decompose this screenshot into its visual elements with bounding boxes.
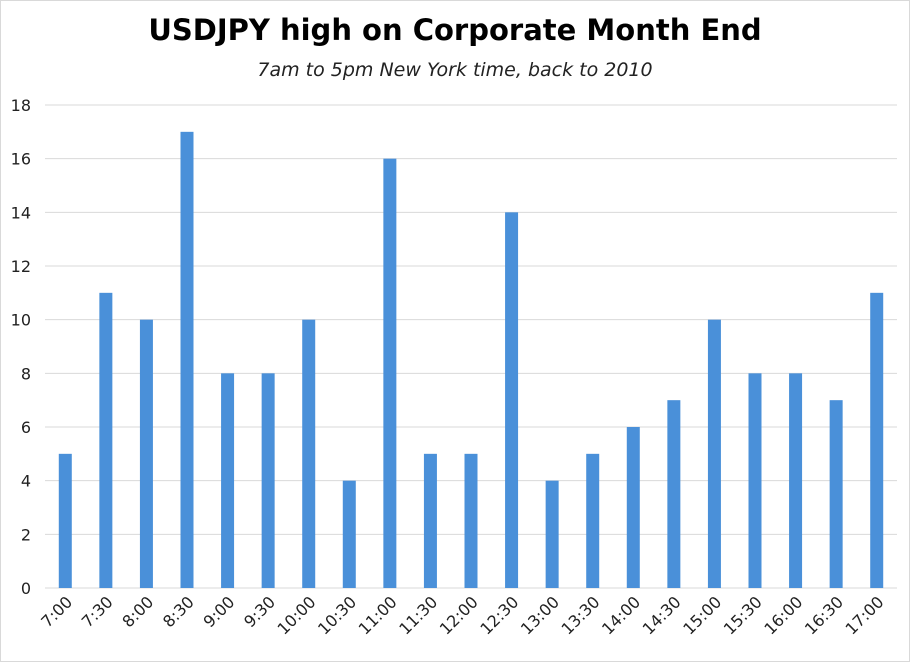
x-tick-label: 7:30 (78, 592, 117, 631)
x-tick-label: 12:00 (436, 592, 482, 638)
bar (261, 373, 275, 588)
y-tick-label: 16 (11, 150, 31, 169)
bar (707, 319, 721, 588)
x-tick-label: 10:00 (274, 592, 320, 638)
x-tick-label: 13:30 (558, 592, 604, 638)
y-tick-label: 2 (21, 525, 31, 544)
x-tick-label: 15:00 (679, 592, 725, 638)
bar (505, 212, 519, 589)
bar (423, 453, 437, 588)
x-tick-label: 14:30 (639, 592, 685, 638)
bar (667, 400, 681, 588)
bar (464, 453, 478, 588)
x-tick-label: 11:30 (395, 592, 441, 638)
y-tick-label: 12 (11, 257, 31, 276)
x-tick-label: 13:00 (517, 592, 563, 638)
x-tick-label: 8:30 (159, 592, 198, 631)
bar (58, 453, 72, 588)
x-tick-label: 10:30 (314, 592, 360, 638)
x-tick-label: 9:00 (200, 592, 239, 631)
bar (870, 292, 884, 588)
bar (545, 480, 559, 588)
chart-subtitle: 7am to 5pm New York time, back to 2010 (257, 59, 653, 81)
bar (302, 319, 316, 588)
bar (180, 131, 194, 589)
x-tick-label: 15:30 (720, 592, 766, 638)
bar (748, 373, 762, 588)
y-tick-label: 0 (21, 579, 31, 598)
x-tick-label: 12:30 (476, 592, 522, 638)
bar (99, 292, 113, 588)
y-tick-label: 8 (21, 364, 31, 383)
y-tick-label: 18 (11, 96, 31, 115)
bar (342, 480, 356, 588)
x-tick-label: 16:00 (760, 592, 806, 638)
chart-title: USDJPY high on Corporate Month End (148, 13, 762, 47)
bar (383, 158, 397, 588)
y-axis: 0 2 4 6 8 10 12 14 16 18 (11, 96, 31, 598)
x-tick-label: 16:30 (801, 592, 847, 638)
bar (221, 373, 235, 588)
x-tick-label: 7:00 (37, 592, 76, 631)
bar (829, 400, 843, 588)
x-tick-label: 17:00 (842, 592, 888, 638)
bar (139, 319, 153, 588)
bars (58, 131, 884, 589)
bar (586, 453, 600, 588)
x-tick-label: 14:00 (598, 592, 644, 638)
bar (626, 427, 640, 588)
x-tick-label: 11:00 (355, 592, 401, 638)
y-tick-label: 10 (11, 311, 31, 330)
y-tick-label: 6 (21, 418, 31, 437)
x-tick-label: 8:00 (118, 592, 157, 631)
bar (789, 373, 803, 588)
y-tick-label: 4 (21, 472, 31, 491)
x-axis: 7:00 7:30 8:00 8:30 9:00 9:3010:0010:3011:001… (37, 592, 887, 638)
y-tick-label: 14 (11, 203, 31, 222)
